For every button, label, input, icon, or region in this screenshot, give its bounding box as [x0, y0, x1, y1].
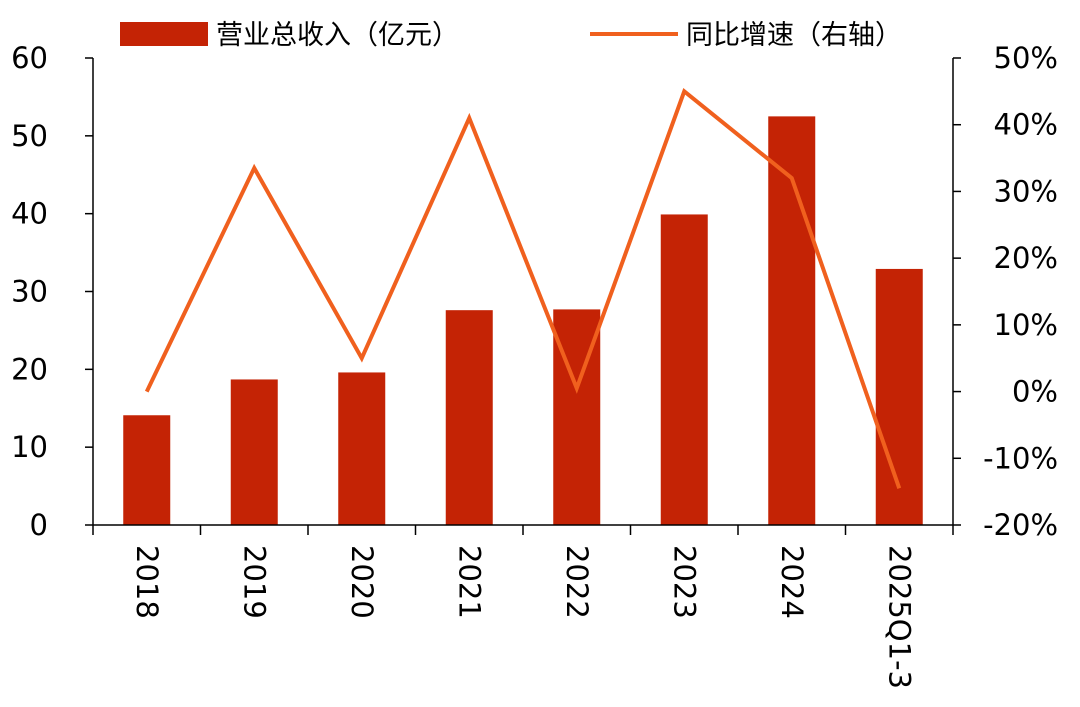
- x-tick-label: 2022: [560, 545, 594, 619]
- left-tick-label: 40: [11, 197, 48, 231]
- legend: 营业总收入（亿元） 同比增速（右轴）: [120, 20, 902, 51]
- x-tick-label: 2018: [130, 545, 164, 619]
- x-tick-label: 2024: [775, 545, 809, 619]
- left-tick-label: 0: [30, 508, 48, 542]
- legend-line-label: 同比增速（右轴）: [686, 20, 902, 51]
- left-tick-label: 10: [11, 430, 48, 464]
- x-tick-label: 2023: [667, 545, 701, 619]
- right-tick-label: 30%: [994, 174, 1058, 208]
- left-tick-label: 20: [11, 352, 48, 386]
- x-tick-label: 2020: [345, 545, 379, 619]
- bars-layer: [123, 116, 923, 525]
- right-tick-label: 0%: [1012, 375, 1058, 409]
- x-tick-label: 2019: [237, 545, 271, 619]
- right-tick-label: 20%: [994, 241, 1058, 275]
- left-tick-label: 50: [11, 119, 48, 153]
- bar-2018: [123, 415, 170, 525]
- right-tick-label: -10%: [983, 441, 1058, 475]
- bar-2019: [231, 379, 278, 525]
- right-tick-label: -20%: [983, 508, 1058, 542]
- bar-2020: [338, 372, 385, 525]
- left-tick-label: 60: [11, 41, 48, 75]
- right-tick-label: 10%: [994, 308, 1058, 342]
- bar-2023: [661, 214, 708, 525]
- x-tick-label: 2021: [452, 545, 486, 619]
- legend-bar-swatch: [120, 22, 208, 46]
- x-tick-label: 2025Q1-3: [882, 545, 916, 689]
- bar-2021: [446, 310, 493, 525]
- left-tick-label: 30: [11, 275, 48, 309]
- legend-bar-label: 营业总收入（亿元）: [216, 20, 459, 51]
- right-tick-label: 50%: [994, 41, 1058, 75]
- right-tick-label: 40%: [994, 108, 1058, 142]
